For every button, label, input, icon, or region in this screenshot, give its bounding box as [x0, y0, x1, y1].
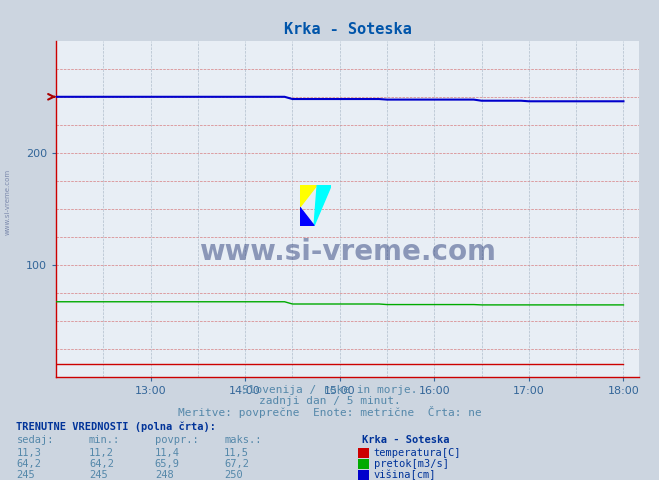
Text: 11,2: 11,2: [89, 448, 114, 458]
Polygon shape: [314, 185, 331, 226]
Title: Krka - Soteska: Krka - Soteska: [284, 22, 411, 37]
Polygon shape: [300, 185, 317, 207]
Text: 245: 245: [16, 470, 35, 480]
Text: pretok[m3/s]: pretok[m3/s]: [374, 459, 449, 469]
Text: 67,2: 67,2: [224, 459, 249, 469]
Text: sedaj:: sedaj:: [16, 435, 54, 445]
Text: 64,2: 64,2: [89, 459, 114, 469]
Text: povpr.:: povpr.:: [155, 435, 198, 445]
Polygon shape: [300, 207, 314, 226]
Text: 245: 245: [89, 470, 107, 480]
Text: 64,2: 64,2: [16, 459, 42, 469]
Text: TRENUTNE VREDNOSTI (polna črta):: TRENUTNE VREDNOSTI (polna črta):: [16, 421, 216, 432]
Text: www.si-vreme.com: www.si-vreme.com: [5, 168, 11, 235]
Text: temperatura[C]: temperatura[C]: [374, 448, 461, 458]
Text: Krka - Soteska: Krka - Soteska: [362, 435, 450, 445]
Text: višina[cm]: višina[cm]: [374, 469, 436, 480]
Text: 248: 248: [155, 470, 173, 480]
Text: 11,3: 11,3: [16, 448, 42, 458]
Text: www.si-vreme.com: www.si-vreme.com: [199, 239, 496, 266]
Text: Slovenija / reke in morje.: Slovenija / reke in morje.: [242, 384, 417, 395]
Text: 65,9: 65,9: [155, 459, 180, 469]
Text: zadnji dan / 5 minut.: zadnji dan / 5 minut.: [258, 396, 401, 406]
Text: Meritve: povprečne  Enote: metrične  Črta: ne: Meritve: povprečne Enote: metrične Črta:…: [178, 406, 481, 418]
Text: 250: 250: [224, 470, 243, 480]
Text: maks.:: maks.:: [224, 435, 262, 445]
Text: min.:: min.:: [89, 435, 120, 445]
Text: 11,5: 11,5: [224, 448, 249, 458]
Text: 11,4: 11,4: [155, 448, 180, 458]
